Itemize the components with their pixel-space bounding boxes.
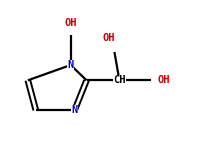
- Text: N: N: [67, 60, 74, 70]
- Text: N: N: [71, 105, 78, 115]
- Text: CH: CH: [113, 75, 126, 85]
- Text: OH: OH: [102, 33, 115, 43]
- Text: OH: OH: [157, 75, 170, 85]
- Text: OH: OH: [64, 18, 77, 28]
